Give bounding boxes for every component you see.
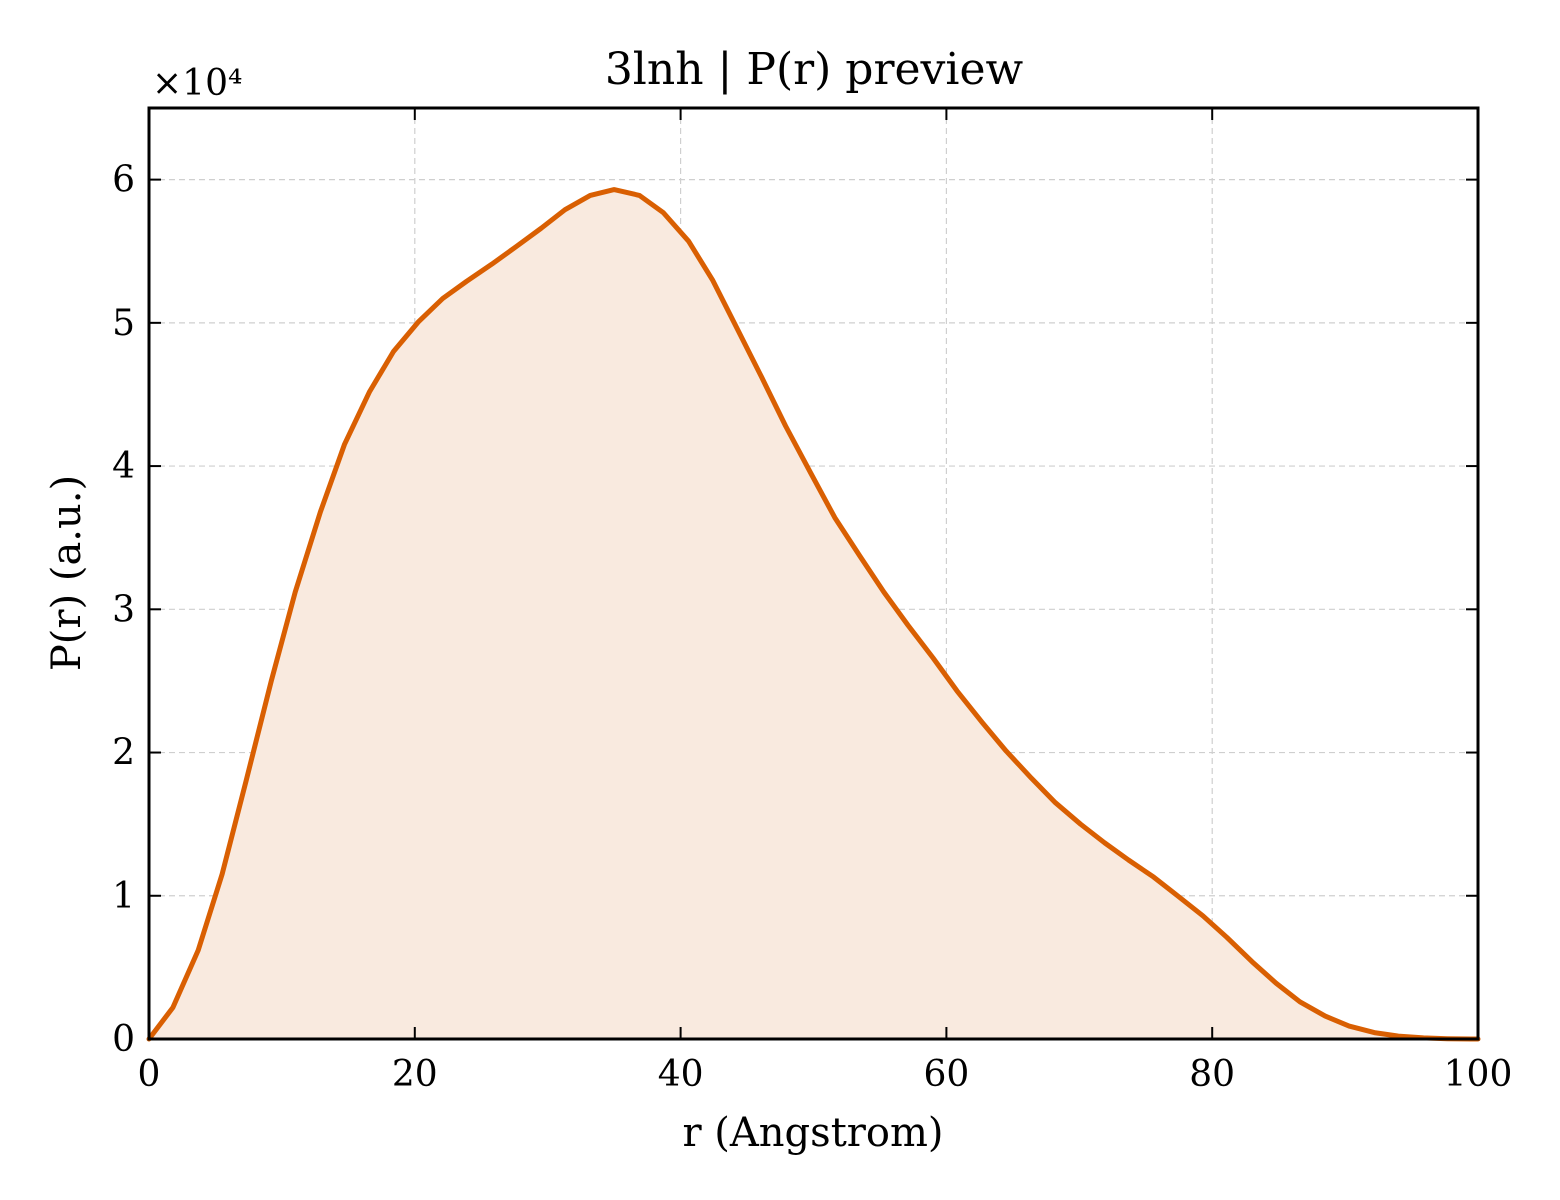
- y-tick-label: 1: [112, 876, 135, 917]
- y-tick-label: 2: [112, 733, 135, 774]
- x-tick-label: 40: [658, 1054, 704, 1095]
- y-tick-label: 5: [112, 303, 135, 344]
- y-tick-label: 3: [112, 589, 135, 630]
- x-axis-label: r (Angstrom): [682, 1110, 943, 1156]
- x-tick-label: 0: [138, 1054, 161, 1095]
- pr-area-fill: [149, 189, 1478, 1040]
- y-multiplier-label: ×10⁴: [152, 63, 242, 104]
- x-tick-label: 60: [923, 1054, 969, 1095]
- plot-frame: [147, 106, 1480, 1041]
- x-tick-label: 80: [1189, 1054, 1235, 1095]
- x-tick-label: 20: [392, 1054, 438, 1095]
- y-axis-label: P(r) (a.u.): [44, 475, 90, 671]
- y-tick-label: 4: [112, 446, 135, 487]
- axis-ticks: 0 20 40 60 80 100 0 1 2 3 4 5 6: [112, 108, 1512, 1095]
- y-tick-label: 6: [112, 160, 135, 201]
- pr-curve-line: [146, 187, 1481, 1042]
- y-tick-label: 0: [112, 1019, 135, 1060]
- x-tick-label: 100: [1444, 1054, 1513, 1095]
- chart-title: 3lnh | P(r) preview: [605, 44, 1024, 95]
